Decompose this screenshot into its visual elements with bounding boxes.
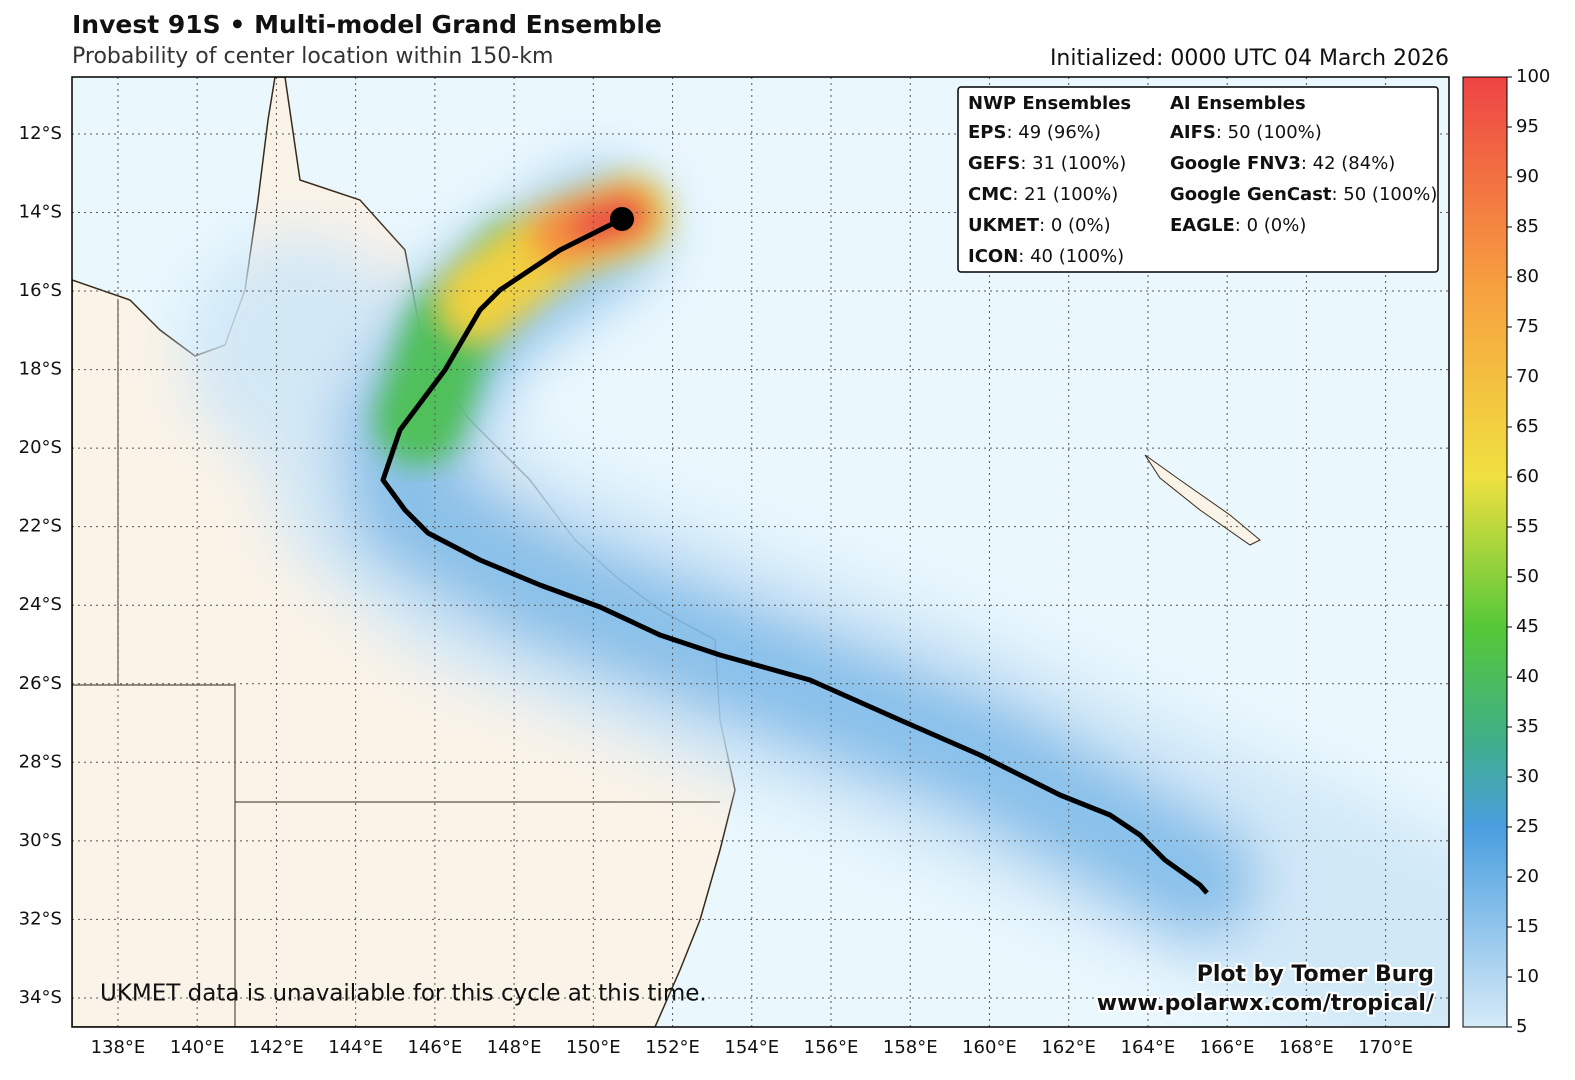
legend-model: ICON bbox=[968, 246, 1018, 267]
legend-count: : 40 (100%) bbox=[1018, 246, 1124, 267]
colorbar-tick-label: 15 bbox=[1516, 916, 1539, 937]
credit: Plot by Tomer Burg bbox=[1197, 962, 1434, 987]
lon-tick-label: 150°E bbox=[566, 1037, 621, 1058]
credit-url: www.polarwx.com/tropical/ bbox=[1097, 991, 1435, 1016]
legend-model: EAGLE bbox=[1170, 215, 1235, 236]
colorbar-tick-label: 20 bbox=[1516, 866, 1539, 887]
colorbar-tick-label: 50 bbox=[1516, 566, 1539, 587]
legend-count: : 31 (100%) bbox=[1020, 153, 1126, 174]
lon-tick-label: 164°E bbox=[1121, 1037, 1176, 1058]
legend-heading: NWP Ensembles bbox=[968, 93, 1131, 114]
colorbar-tick-label: 40 bbox=[1516, 666, 1539, 687]
lat-tick-label: 30°S bbox=[19, 830, 62, 851]
legend-entry: CMC: 21 (100%) bbox=[968, 184, 1118, 205]
lon-tick-label: 162°E bbox=[1041, 1037, 1096, 1058]
colorbar-tick-label: 35 bbox=[1516, 716, 1539, 737]
colorbar-tick-label: 85 bbox=[1516, 216, 1539, 237]
colorbar bbox=[1462, 76, 1508, 1028]
legend-model: Google FNV3 bbox=[1170, 153, 1301, 174]
legend-count: : 42 (84%) bbox=[1301, 153, 1395, 174]
lon-tick-label: 166°E bbox=[1200, 1037, 1255, 1058]
colorbar-tick-label: 55 bbox=[1516, 516, 1539, 537]
legend-model: GEFS bbox=[968, 153, 1020, 174]
subtitle: Probability of center location within 15… bbox=[72, 44, 553, 69]
mean-track bbox=[380, 216, 1209, 895]
legend-entry: Google GenCast: 50 (100%) bbox=[1170, 184, 1437, 205]
lat-tick-label: 32°S bbox=[19, 908, 62, 929]
colorbar-tick-label: 45 bbox=[1516, 616, 1539, 637]
colorbar-tick-label: 75 bbox=[1516, 316, 1539, 337]
legend-entry: GEFS: 31 (100%) bbox=[968, 153, 1126, 174]
legend-heading: AI Ensembles bbox=[1170, 93, 1306, 114]
legend-model: EPS bbox=[968, 122, 1006, 143]
lon-tick-label: 152°E bbox=[645, 1037, 700, 1058]
legend-count: : 0 (0%) bbox=[1235, 215, 1307, 236]
legend-model: AIFS bbox=[1170, 122, 1216, 143]
lon-tick-label: 138°E bbox=[91, 1037, 146, 1058]
title: Invest 91S • Multi-model Grand Ensemble bbox=[72, 10, 662, 39]
legend-entry: EPS: 49 (96%) bbox=[968, 122, 1101, 143]
colorbar-tick-label: 90 bbox=[1516, 166, 1539, 187]
legend-count: : 0 (0%) bbox=[1039, 215, 1111, 236]
colorbar-tick-label: 30 bbox=[1516, 766, 1539, 787]
legend-entry: AIFS: 50 (100%) bbox=[1170, 122, 1322, 143]
note: UKMET data is unavailable for this cycle… bbox=[100, 981, 707, 1007]
lon-tick-label: 144°E bbox=[328, 1037, 383, 1058]
lat-tick-label: 20°S bbox=[19, 437, 62, 458]
lon-tick-label: 148°E bbox=[487, 1037, 542, 1058]
legend bbox=[957, 86, 1439, 273]
lon-tick-label: 140°E bbox=[170, 1037, 225, 1058]
colorbar-tick-label: 25 bbox=[1516, 816, 1539, 837]
legend-model: UKMET bbox=[968, 215, 1040, 236]
legend-count: : 49 (96%) bbox=[1006, 122, 1100, 143]
legend-model: Google GenCast bbox=[1170, 184, 1332, 205]
colorbar-tick-label: 100 bbox=[1516, 66, 1550, 87]
legend-model: CMC bbox=[968, 184, 1012, 205]
initialized: Initialized: 0000 UTC 04 March 2026 bbox=[1050, 46, 1449, 71]
colorbar-tick-label: 5 bbox=[1516, 1016, 1527, 1037]
initial-position bbox=[610, 207, 634, 231]
lat-tick-label: 22°S bbox=[19, 516, 62, 537]
lat-tick-label: 18°S bbox=[19, 359, 62, 380]
lat-tick-label: 14°S bbox=[19, 201, 62, 222]
legend-entry: UKMET: 0 (0%) bbox=[968, 215, 1111, 236]
colorbar-tick-label: 10 bbox=[1516, 966, 1539, 987]
legend-entry: EAGLE: 0 (0%) bbox=[1170, 215, 1306, 236]
lat-tick-label: 28°S bbox=[19, 751, 62, 772]
lon-tick-label: 156°E bbox=[804, 1037, 859, 1058]
lon-tick-label: 158°E bbox=[883, 1037, 938, 1058]
lat-tick-label: 24°S bbox=[19, 594, 62, 615]
colorbar-tick-label: 80 bbox=[1516, 266, 1539, 287]
legend-count: : 21 (100%) bbox=[1012, 184, 1118, 205]
lat-tick-label: 34°S bbox=[19, 987, 62, 1008]
legend-entry: ICON: 40 (100%) bbox=[968, 246, 1124, 267]
lon-tick-label: 146°E bbox=[408, 1037, 463, 1058]
lon-tick-label: 142°E bbox=[249, 1037, 304, 1058]
legend-count: : 50 (100%) bbox=[1216, 122, 1322, 143]
lat-tick-label: 26°S bbox=[19, 673, 62, 694]
lon-tick-label: 160°E bbox=[962, 1037, 1017, 1058]
legend-entry: Google FNV3: 42 (84%) bbox=[1170, 153, 1395, 174]
lon-tick-label: 168°E bbox=[1279, 1037, 1334, 1058]
colorbar-tick-label: 65 bbox=[1516, 416, 1539, 437]
lat-tick-label: 12°S bbox=[19, 123, 62, 144]
legend-count: : 50 (100%) bbox=[1332, 184, 1438, 205]
lon-tick-label: 170°E bbox=[1358, 1037, 1413, 1058]
colorbar-tick-label: 95 bbox=[1516, 116, 1539, 137]
lat-tick-label: 16°S bbox=[19, 280, 62, 301]
lon-tick-label: 154°E bbox=[724, 1037, 779, 1058]
colorbar-tick-label: 60 bbox=[1516, 466, 1539, 487]
colorbar-tick-label: 70 bbox=[1516, 366, 1539, 387]
